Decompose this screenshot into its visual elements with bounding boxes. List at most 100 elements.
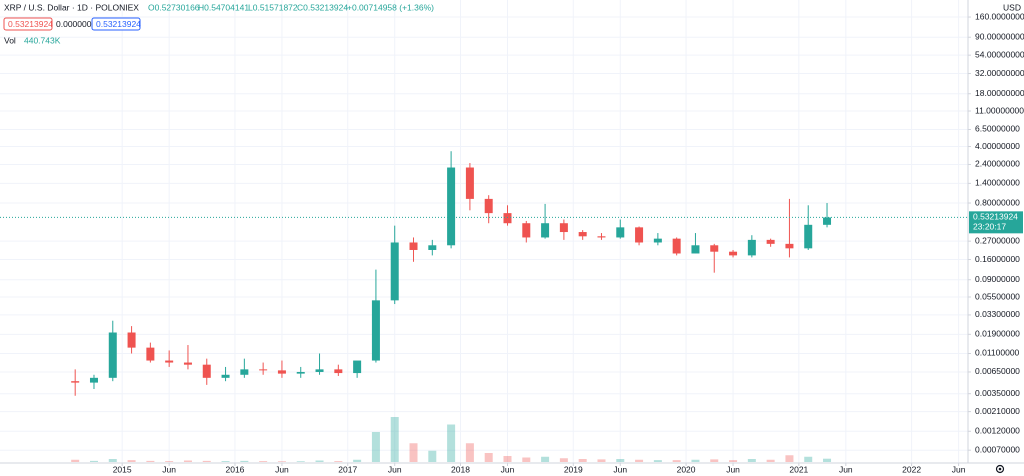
y-tick-label: 6.50000000 (975, 124, 1020, 134)
candle-body (334, 369, 343, 374)
candle-body (165, 360, 174, 363)
y-tick-label: 160.00000000 (975, 11, 1024, 21)
candle-body (296, 371, 305, 374)
candle-body (409, 242, 418, 250)
candle-body (653, 238, 662, 243)
candle-body (315, 369, 324, 372)
volume-bar (653, 460, 662, 462)
volume-bar (522, 457, 531, 462)
candle-body (240, 369, 249, 375)
candle-body (465, 167, 474, 199)
candle-body (616, 227, 625, 238)
chart-title: XRP / U.S. Dollar · 1D · POLONIEX (4, 2, 139, 12)
ohlc-high: H0.54704141 (198, 2, 249, 12)
candle-body (146, 347, 155, 361)
y-tick-label: 0.09000000 (975, 274, 1020, 284)
volume-bar (447, 424, 456, 462)
volume-bar (597, 459, 606, 462)
volume-bar (503, 456, 512, 462)
candle-body (747, 239, 756, 256)
x-tick-label: Jun (388, 464, 402, 474)
candle-body (823, 217, 832, 225)
volume-bar (71, 459, 80, 462)
y-tick-label: 54.00000000 (975, 49, 1024, 59)
volume-bar (183, 460, 192, 462)
volume-title: Vol (4, 35, 16, 45)
candle-body (353, 360, 362, 374)
candle-body (183, 362, 192, 365)
candle-body (785, 243, 794, 249)
spread-value: 0.00000000 (56, 19, 101, 29)
volume-bar (541, 456, 550, 462)
candle-body (447, 167, 456, 246)
y-tick-label: 0.00120000 (975, 426, 1020, 436)
x-tick-label: 2021 (789, 464, 808, 474)
volume-bar (672, 460, 681, 462)
ohlc-low: L0.51571872 (248, 2, 298, 12)
y-tick-label: 0.03300000 (975, 309, 1020, 319)
volume-bar (240, 460, 249, 462)
volume-bar (559, 458, 568, 462)
bid-badge[interactable] (3, 17, 53, 31)
volume-bar (635, 459, 644, 462)
volume-bar (296, 461, 305, 462)
x-tick-label: 2015 (113, 464, 132, 474)
y-tick-label: 0.01900000 (975, 329, 1020, 339)
settings-icon[interactable] (995, 464, 1005, 474)
ohlc-change: +0.00714958 (+1.36%) (347, 2, 434, 12)
volume-bar (484, 453, 493, 462)
volume-bar (259, 461, 268, 462)
volume-bar (108, 459, 117, 462)
y-tick-label: 4.00000000 (975, 141, 1020, 151)
candle-body (710, 245, 719, 252)
x-tick-label: Jun (726, 464, 740, 474)
candle-body (428, 245, 437, 250)
volume-bar (165, 461, 174, 462)
candle-body (522, 223, 531, 238)
x-tick-label: 2020 (677, 464, 696, 474)
ask-badge[interactable] (91, 17, 141, 31)
volume-bar (315, 460, 324, 462)
axes: 160.00000000 90.00000000 54.00000000 32.000… (113, 11, 1024, 474)
x-tick-label: 2018 (451, 464, 470, 474)
volume-bar (89, 460, 98, 462)
candle-body (221, 374, 230, 378)
volume-bar (146, 460, 155, 462)
volume-bar (390, 417, 399, 462)
x-tick-label: 2017 (338, 464, 357, 474)
volume-bar (729, 460, 738, 462)
ohlc-close: C0.53213924 (297, 2, 348, 12)
y-tick-label: 0.16000000 (975, 254, 1020, 264)
y-tick-label: 90.00000000 (975, 31, 1024, 41)
candle-body (578, 232, 587, 237)
ohlc-open: O0.52730166 (148, 2, 200, 12)
volume-bar (353, 459, 362, 462)
volume-bar (221, 461, 230, 462)
x-tick-label: Jun (839, 464, 853, 474)
y-tick-label: 32.00000000 (975, 68, 1024, 78)
volume-bar (710, 459, 719, 462)
y-tick-label: 1.40000000 (975, 178, 1020, 188)
currency-label: USD (1003, 2, 1021, 12)
x-tick-label: Jun (952, 464, 966, 474)
last-price-box (969, 211, 1023, 234)
y-tick-label: 0.00070000 (975, 444, 1020, 454)
volume-bar (127, 460, 136, 462)
volume-bar (277, 461, 286, 462)
last-price-label: 0.53213924 (973, 212, 1018, 222)
volume-bar (823, 458, 832, 462)
y-tick-label: 18.00000000 (975, 88, 1024, 98)
y-tick-label: 0.00210000 (975, 406, 1020, 416)
candle-body (804, 224, 813, 249)
volume-bar (578, 459, 587, 462)
volume-value: 440.743K (24, 35, 61, 45)
candle-body (541, 223, 550, 238)
x-tick-label: Jun (613, 464, 627, 474)
candle-body (371, 300, 380, 361)
candle-body (127, 332, 136, 348)
volume-bar (691, 459, 700, 462)
volume-bar (785, 455, 794, 462)
